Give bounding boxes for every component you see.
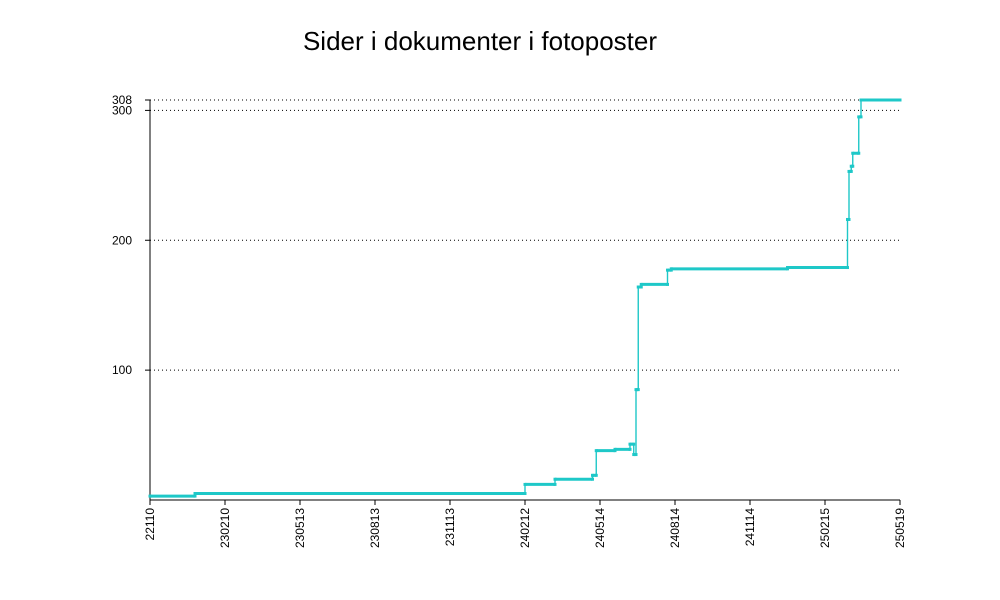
data-point	[636, 388, 640, 392]
data-point	[632, 442, 636, 446]
data-point	[628, 447, 632, 451]
x-tick-label: 250519	[893, 508, 907, 548]
data-point	[634, 453, 638, 457]
grid-lines	[150, 99, 900, 371]
x-tick-label: 240814	[668, 508, 682, 548]
data-point	[591, 477, 594, 481]
series	[148, 98, 902, 498]
x-tick-label: 22110	[143, 508, 157, 541]
data-point	[636, 285, 640, 289]
data-point	[594, 449, 598, 453]
data-point	[859, 115, 863, 119]
data-point	[666, 282, 669, 286]
data-point	[786, 266, 789, 270]
x-tick-label: 240212	[518, 508, 532, 548]
data-point	[859, 98, 863, 102]
data-point	[193, 492, 197, 496]
data-point	[898, 98, 902, 102]
data-point	[849, 169, 853, 173]
x-tick-label: 231113	[443, 508, 457, 547]
series-line	[150, 99, 900, 497]
data-point	[857, 151, 861, 155]
x-tick-label: 230813	[368, 508, 382, 548]
data-point	[523, 492, 527, 496]
y-tick-label: 300	[112, 103, 132, 117]
data-point	[639, 282, 643, 286]
data-point	[851, 151, 855, 155]
data-point	[613, 447, 617, 451]
data-point	[553, 477, 557, 481]
y-tick-label: 308	[112, 93, 132, 107]
data-point	[639, 285, 643, 289]
x-tick-labels: 22110 230210 230513 230813 231113 240212 24051…	[143, 508, 907, 548]
data-point	[634, 388, 638, 392]
y-tick-label: 200	[112, 233, 132, 247]
axes	[145, 99, 901, 505]
data-point	[594, 473, 598, 477]
data-point	[632, 453, 636, 457]
data-point	[193, 494, 197, 498]
x-tick-label: 250215	[818, 508, 832, 548]
data-point	[591, 473, 594, 477]
data-point	[523, 482, 527, 486]
x-tick-label: 241114	[743, 508, 757, 547]
data-point	[851, 164, 855, 168]
x-tick-label: 230513	[293, 508, 307, 548]
chart-title: Sider i dokumenter i fotoposter	[303, 26, 657, 56]
data-point	[846, 266, 849, 270]
x-tick-label: 230210	[218, 508, 232, 548]
data-point	[148, 494, 152, 498]
data-point	[628, 442, 632, 446]
data-point	[666, 268, 669, 272]
data-point	[553, 482, 557, 486]
data-point	[857, 115, 861, 119]
y-tick-label: 100	[112, 363, 132, 377]
data-point	[669, 267, 673, 271]
data-point	[847, 217, 851, 221]
x-tick-label: 240514	[593, 508, 607, 548]
data-point	[847, 169, 851, 173]
